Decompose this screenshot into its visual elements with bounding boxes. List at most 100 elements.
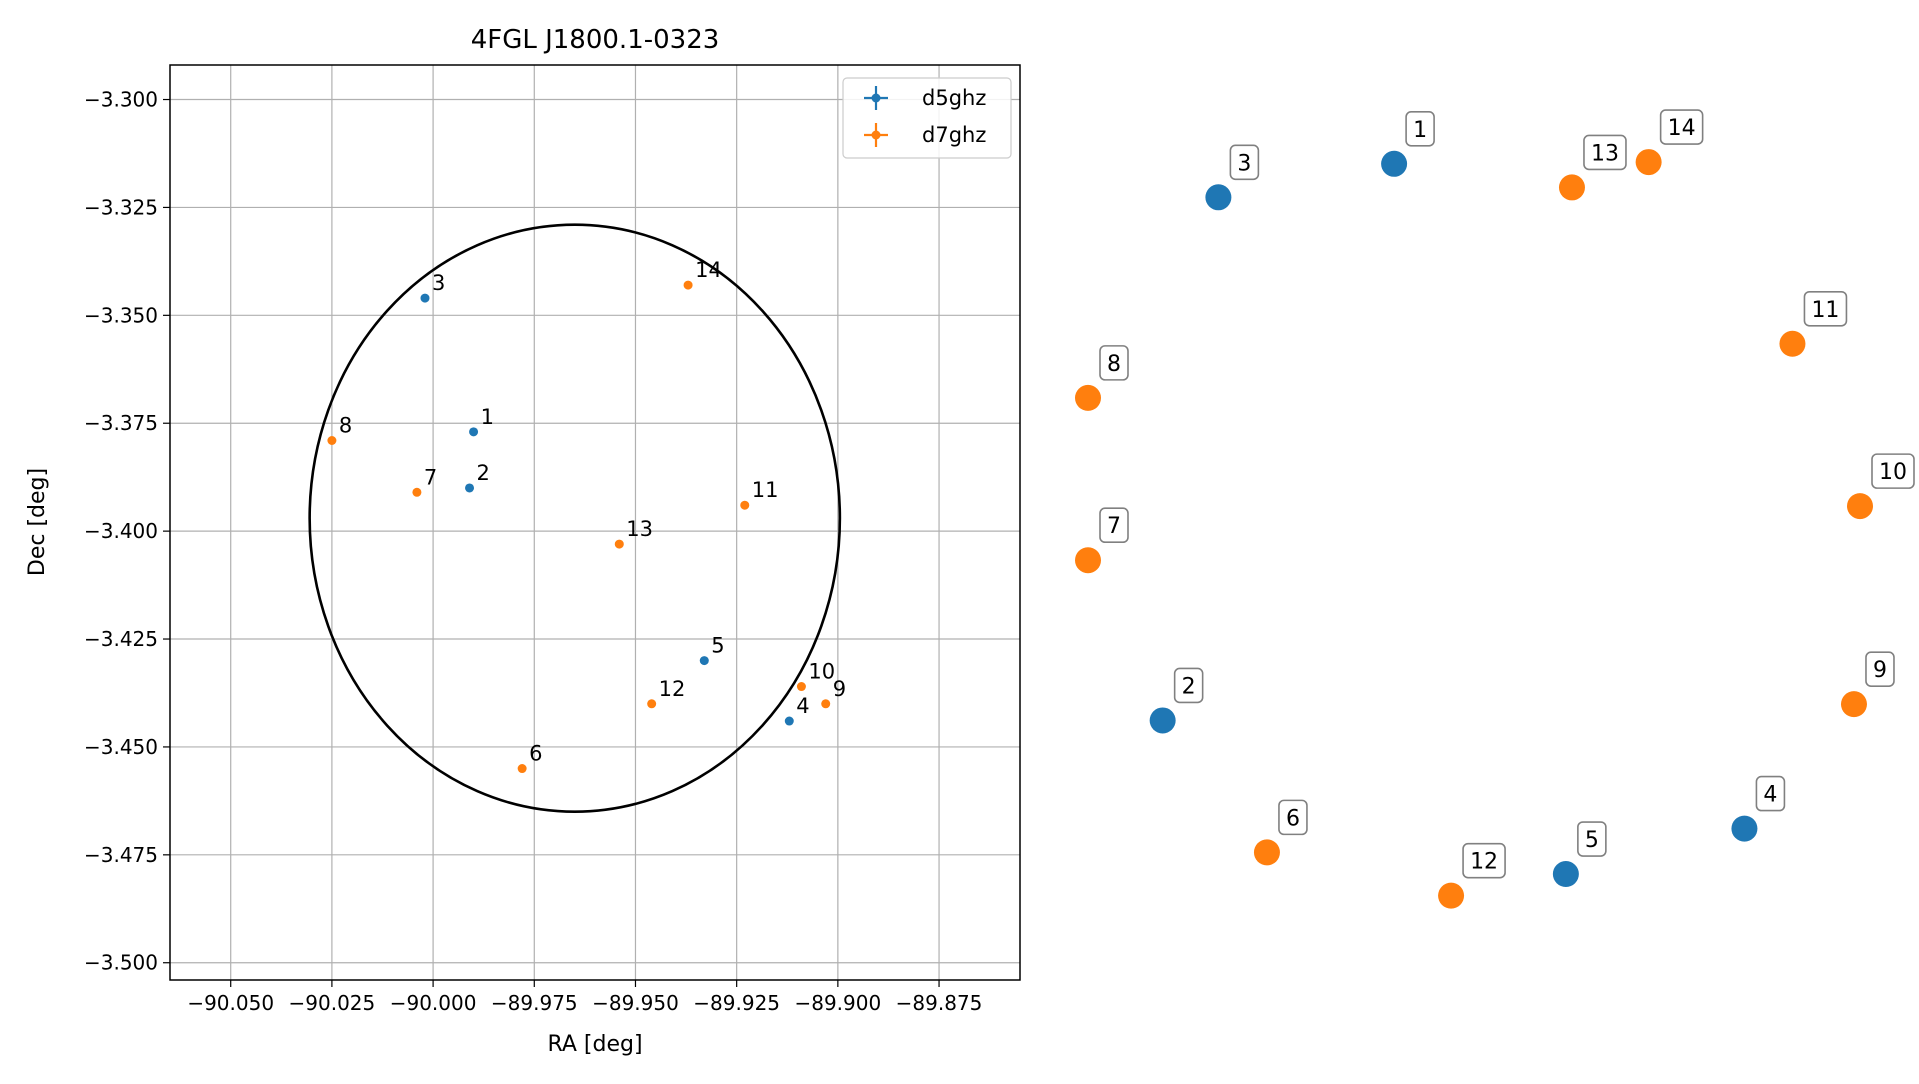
point-label: 8 [339, 413, 352, 437]
legend-entries: d5ghz d7ghz [864, 86, 986, 147]
legend-label-d5ghz: d5ghz [922, 86, 986, 110]
layout-point-d7ghz [1558, 174, 1585, 201]
label-badge-text: 10 [1879, 460, 1907, 485]
layout-point-d5ghz [1205, 184, 1232, 211]
data-point-d7ghz [740, 500, 750, 510]
x-tick-label: −90.050 [187, 991, 274, 1015]
data-point-d7ghz [517, 764, 527, 774]
point-label: 13 [626, 517, 653, 541]
legend: d5ghz d7ghz [842, 77, 1012, 159]
point-label: 10 [808, 660, 835, 684]
data-point-d7ghz [614, 539, 624, 549]
data-point-d7ghz [327, 435, 337, 445]
y-tick-label: −3.300 [84, 88, 158, 112]
label-badge-text: 6 [1286, 806, 1300, 831]
layout-point-d7ghz [1779, 330, 1806, 357]
y-tick-label: −3.425 [84, 627, 158, 651]
x-tick-label: −89.950 [592, 991, 679, 1015]
legend-label-d7ghz: d7ghz [922, 123, 986, 147]
legend-marker-dot [871, 93, 881, 103]
x-axis-label: RA [deg] [547, 1032, 642, 1057]
x-tick-label: −90.025 [289, 991, 376, 1015]
data-point-d5ghz [420, 293, 430, 303]
point-label: 4 [796, 694, 809, 718]
layout-point-d5ghz [1731, 815, 1758, 842]
grid-lines [170, 65, 1020, 980]
label-badge-text: 9 [1873, 658, 1887, 683]
point-label: 14 [695, 258, 722, 282]
layout-point-d7ghz [1635, 149, 1662, 176]
error-circle-layer [308, 223, 842, 813]
layout-point-d7ghz [1438, 882, 1465, 909]
y-axis-label: Dec [deg] [25, 468, 50, 576]
y-tick-label: −3.350 [84, 303, 158, 327]
data-point-d7ghz [683, 280, 693, 290]
data-point-d7ghz [796, 682, 806, 692]
plot-frame [169, 64, 1021, 981]
label-badge [1278, 799, 1308, 836]
label-badge [1583, 134, 1627, 171]
data-point-d7ghz [821, 699, 831, 709]
layout-point-d7ghz [1075, 547, 1101, 574]
label-badge [1755, 775, 1786, 812]
point-label: 5 [711, 634, 724, 658]
label-badge-text: 1 [1413, 118, 1427, 143]
y-tick-label: −3.450 [84, 735, 158, 759]
point-label: 2 [477, 461, 490, 485]
point-label: 7 [424, 465, 437, 489]
point-label: 9 [833, 677, 846, 701]
y-tick-label: −3.375 [84, 411, 158, 435]
label-badge [1462, 842, 1506, 879]
data-point-d5ghz [699, 656, 709, 666]
label-badge-text: 7 [1107, 514, 1121, 539]
label-badge-text: 12 [1470, 850, 1498, 875]
data-point-d5ghz [469, 427, 479, 437]
point-label: 12 [659, 677, 686, 701]
layout-point-d7ghz [1075, 384, 1101, 411]
data-point-d5ghz [784, 716, 794, 726]
layout-point-d5ghz [1381, 150, 1408, 177]
y-tick-label: −3.475 [84, 843, 158, 867]
label-badge [1659, 109, 1704, 145]
label-badge-text: 2 [1182, 674, 1196, 699]
y-tick-label: −3.400 [84, 519, 158, 543]
layout-point-d7ghz [1253, 839, 1280, 866]
data-point-d7ghz [412, 487, 422, 497]
point-label: 11 [752, 478, 779, 502]
error-ellipse [308, 223, 842, 813]
layout-point-d7ghz [1840, 691, 1867, 718]
x-tick-label: −90.000 [390, 991, 477, 1015]
label-badge-text: 11 [1811, 298, 1839, 323]
label-badge-text: 5 [1585, 828, 1599, 853]
layout-point-d5ghz [1149, 707, 1176, 734]
label-badge [1577, 821, 1607, 857]
legend-marker-dot [871, 130, 881, 140]
label-badge [1865, 651, 1895, 687]
y-tick-label: −3.500 [84, 951, 158, 975]
label-badge-text: 3 [1237, 151, 1251, 176]
x-tick-label: −89.975 [491, 991, 578, 1015]
data-point-d5ghz [465, 483, 475, 493]
label-badge [1405, 111, 1435, 147]
label-badge [1229, 144, 1260, 181]
x-tick-label: −89.925 [693, 991, 780, 1015]
label-badge [1099, 345, 1129, 381]
x-tick-label: −89.900 [794, 991, 881, 1015]
y-tick-label: −3.325 [84, 195, 158, 219]
chart-title: 4FGL J1800.1-0323 [471, 25, 720, 55]
label-badge [1803, 290, 1848, 327]
data-point-d7ghz [647, 699, 657, 709]
x-tick-label: −89.875 [896, 991, 983, 1015]
layout-point-d7ghz [1847, 493, 1873, 520]
label-badge-text: 4 [1763, 783, 1777, 808]
axis-ticks: −90.050 −90.025 −90.000 −89.975 −89.950 −89.9… [84, 88, 982, 1015]
label-badge-text: 8 [1107, 352, 1121, 377]
label-badge [1871, 453, 1915, 489]
layout-point-d5ghz [1552, 861, 1579, 888]
label-badge [1099, 507, 1129, 544]
point-label: 6 [529, 742, 542, 766]
